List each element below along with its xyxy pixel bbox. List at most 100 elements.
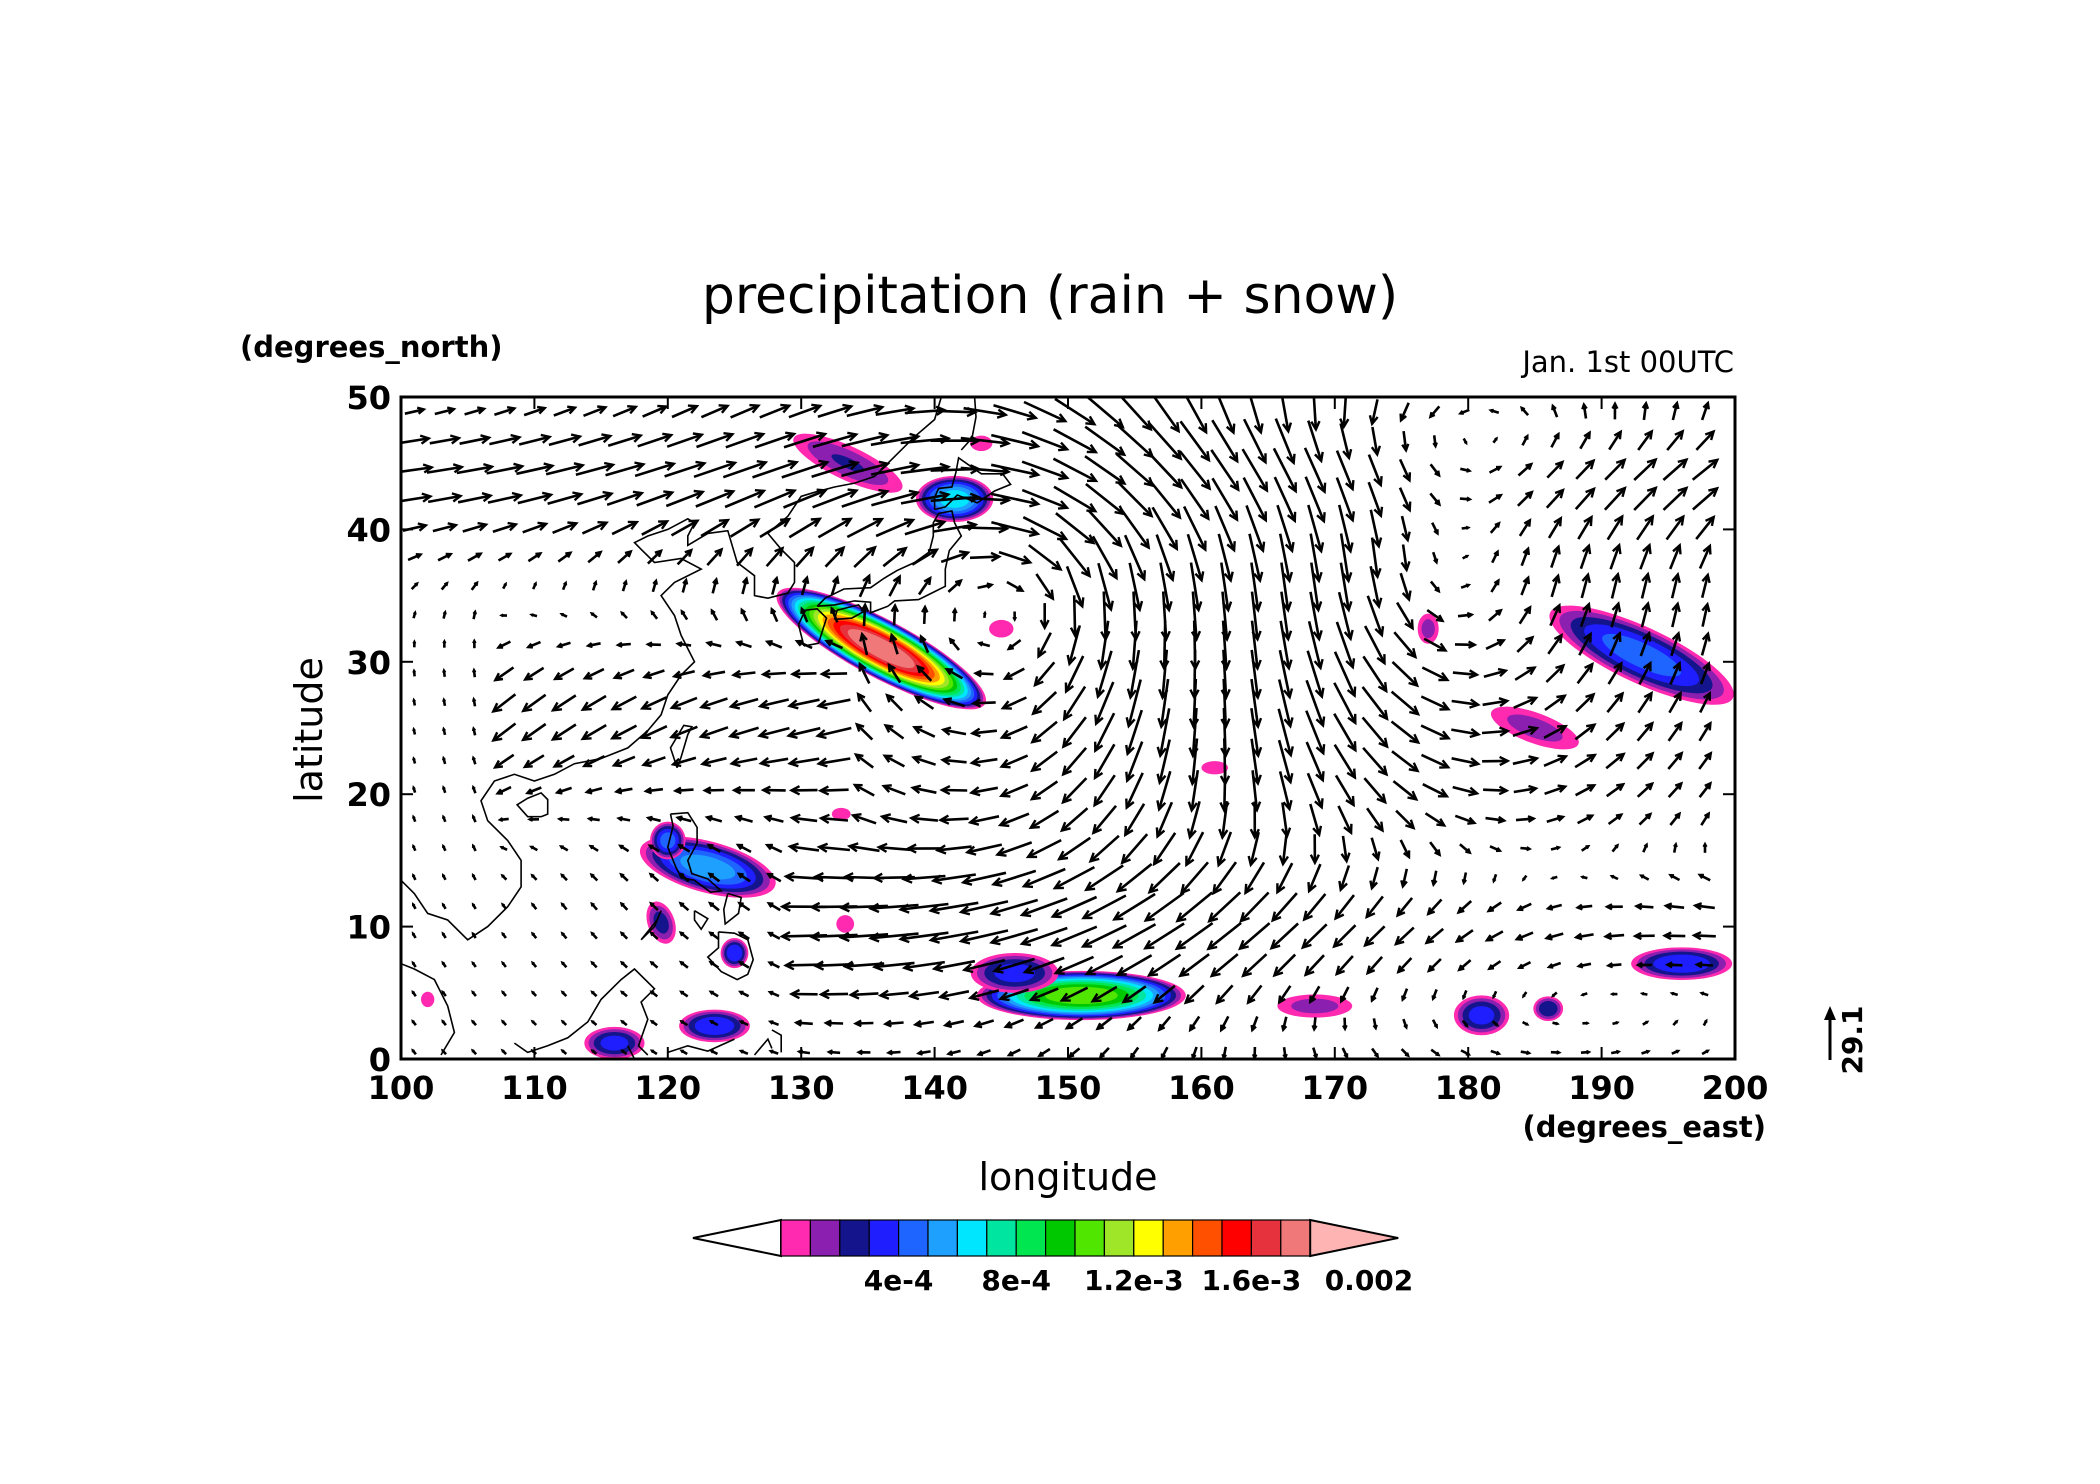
wind-vector-shaft (582, 694, 607, 711)
wind-vector-shaft (1399, 402, 1410, 421)
precip-region (1453, 995, 1510, 1036)
wind-vector-shaft (1151, 506, 1178, 550)
wind-vector-head (838, 931, 850, 943)
wind-vector (1216, 831, 1233, 868)
wind-vector-head (999, 758, 1011, 769)
plot-area (401, 397, 1734, 1059)
wind-vector-head (1171, 508, 1182, 520)
wind-vector-head (1551, 573, 1561, 584)
wind-vector-head (762, 814, 773, 823)
wind-vector (1701, 601, 1711, 627)
y-tick-label: 40 (346, 511, 391, 549)
wind-vector (1642, 1020, 1650, 1026)
wind-vector-shaft (1546, 815, 1564, 824)
wind-vector (771, 575, 780, 595)
wind-vector-head (1080, 938, 1093, 948)
wind-vector-head (513, 462, 525, 473)
wind-vector-head (1691, 931, 1702, 941)
wind-vector-shaft (524, 666, 545, 681)
wind-vector-shaft (1668, 544, 1681, 570)
wind-vector-head (1527, 696, 1539, 706)
wind-vector-shaft (1399, 839, 1411, 858)
wind-vector-head (1615, 752, 1626, 762)
wind-vector-head (749, 403, 761, 414)
wind-vector-head (1557, 724, 1569, 734)
wind-vector-shaft (1392, 780, 1418, 801)
wind-vector (1221, 591, 1232, 643)
wind-vector-head (1332, 937, 1343, 949)
wind-vector-head (968, 786, 981, 797)
wind-vector-head (570, 433, 583, 444)
wind-vector (734, 640, 752, 649)
wind-vector-head (883, 723, 894, 733)
wind-vector (550, 723, 577, 741)
wind-vector (1550, 845, 1562, 851)
wind-vector-head (442, 873, 446, 878)
wind-vector-head (1544, 933, 1553, 941)
wind-vector (527, 816, 540, 822)
wind-vector (788, 403, 823, 419)
wind-vector-head (771, 575, 780, 585)
wind-vector-shaft (736, 547, 753, 567)
wind-vector-head (1613, 514, 1624, 526)
wind-vector-head (613, 787, 623, 795)
wind-vector-shaft (880, 991, 909, 997)
wind-vector (523, 405, 548, 417)
wind-vector (789, 669, 817, 679)
colorbar-box (1221, 1219, 1252, 1257)
chart-title: precipitation (rain + snow) (702, 266, 1398, 326)
wind-vector-head (1461, 878, 1468, 886)
wind-vector (1309, 834, 1320, 866)
wind-vector-head (921, 604, 929, 613)
wind-vector-shaft (614, 668, 635, 679)
wind-vector-shaft (1544, 785, 1566, 796)
wind-vector (854, 722, 874, 741)
wind-vector-shaft (1371, 426, 1379, 455)
wind-vector-head (647, 844, 654, 850)
wind-vector-head (447, 522, 459, 532)
wind-vector (1282, 1047, 1288, 1059)
wind-vector-shaft (819, 845, 851, 852)
wind-vector-head (442, 667, 447, 674)
wind-vector-shaft (1391, 750, 1419, 772)
precip-contour (836, 915, 855, 933)
wind-vector-shaft (1699, 692, 1711, 713)
wind-vector (529, 845, 539, 852)
wind-vector-shaft (1116, 480, 1153, 517)
wind-vector (758, 757, 789, 768)
wind-vector-shaft (736, 815, 753, 823)
wind-vector (618, 844, 630, 853)
wind-vector (1368, 399, 1379, 427)
wind-vector-head (848, 460, 861, 470)
wind-vector (552, 754, 575, 768)
wind-vector-head (1085, 415, 1097, 426)
wind-vector-head (412, 697, 416, 703)
wind-vector (808, 931, 858, 942)
wind-vector-head (1192, 601, 1203, 613)
wind-vector-shaft (1185, 831, 1205, 866)
wind-vector-head (800, 606, 807, 614)
wind-vector-shaft (1668, 692, 1682, 714)
wind-vector (1610, 1049, 1622, 1055)
wind-vector-head (529, 845, 534, 850)
wind-vector (1309, 591, 1323, 642)
wind-vector (442, 697, 447, 707)
wind-vector-shaft (665, 490, 704, 508)
wind-vector-head (500, 873, 505, 878)
wind-vector-head (1200, 451, 1211, 463)
wind-vector-shaft (547, 492, 582, 505)
wind-vector-head (1671, 601, 1681, 613)
wind-vector (1250, 678, 1263, 730)
wind-vector-head (1646, 486, 1658, 497)
wind-vector-head (995, 847, 1007, 857)
wind-vector-head (592, 579, 598, 586)
wind-vector-shaft (1276, 862, 1294, 893)
wind-vector-shaft (1549, 604, 1561, 627)
wind-vector-head (1220, 747, 1231, 759)
wind-vector-head (927, 548, 940, 559)
wind-vector-shaft (991, 521, 1039, 536)
wind-vector (645, 641, 661, 648)
wind-vector (410, 581, 419, 591)
wind-vector-head (1056, 413, 1068, 423)
wind-vector-shaft (858, 575, 871, 598)
